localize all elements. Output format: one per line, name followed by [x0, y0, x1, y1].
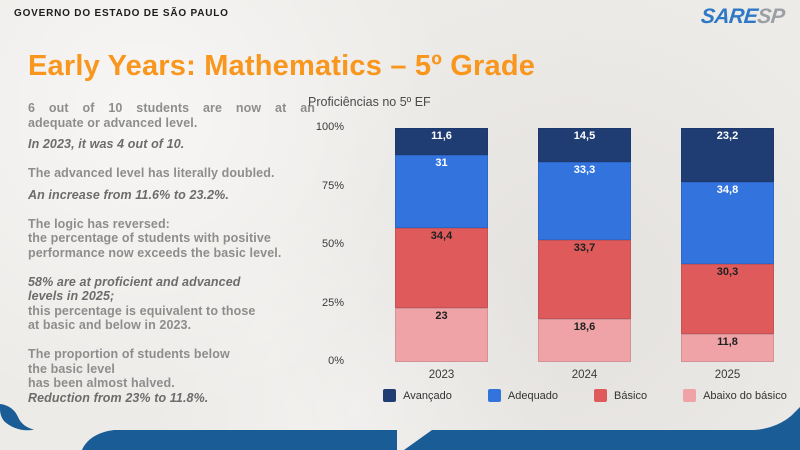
- notes-column: 6 out of 10 students are now at an adequa…: [28, 101, 315, 420]
- bar-segment: 34,4: [395, 227, 488, 309]
- segment-value-label: 33,7: [573, 241, 596, 254]
- bar-segment: 23: [395, 308, 488, 362]
- legend-label: Abaixo do básico: [703, 389, 787, 402]
- stacked-bar-2024: 14,5 33,3 33,7 18,6 2024: [538, 128, 631, 381]
- bar-segment: 11,8: [681, 334, 774, 362]
- legend-item: Abaixo do básico: [683, 389, 787, 402]
- note-line: the percentage of students with positive: [28, 231, 271, 245]
- y-tick-label: 25%: [321, 296, 344, 309]
- y-axis: 100% 75% 50% 25% 0%: [308, 121, 344, 367]
- proficiency-chart: Proficiências no 5º EF 100% 75% 50% 25% 0% 1…: [308, 95, 792, 402]
- note-block: The logic has reversed: the percentage of…: [28, 217, 315, 261]
- segment-value-label: 18,6: [573, 320, 596, 333]
- segment-value-label: 23: [435, 310, 448, 323]
- legend-swatch: [487, 389, 501, 402]
- bar-segment: 34,8: [681, 182, 774, 264]
- note-line: The proportion of students below: [28, 347, 230, 361]
- note-line: has been almost halved.: [28, 376, 175, 390]
- saresp-logo-gray-part: SP: [755, 5, 786, 28]
- legend-swatch: [594, 389, 608, 402]
- legend-label: Básico: [614, 389, 648, 402]
- saresp-logo-blue-part: SARE: [699, 5, 759, 28]
- x-axis-label: 2025: [714, 369, 741, 381]
- bar-segment: 14,5: [538, 128, 631, 162]
- bar-segment: 33,3: [538, 161, 631, 240]
- bar-segment: 31: [395, 155, 488, 228]
- note-block: The proportion of students below the basi…: [28, 347, 315, 405]
- bar-segment: 30,3: [681, 263, 774, 335]
- bar-segment: 23,2: [681, 128, 774, 183]
- legend-item: Avançado: [383, 389, 452, 402]
- note-line: at basic and below in 2023.: [28, 318, 192, 332]
- government-header: GOVERNO DO ESTADO DE SÃO PAULO: [14, 8, 229, 19]
- note-block: The advanced level has literally doubled…: [28, 166, 315, 202]
- note-line: The logic has reversed:: [28, 216, 170, 231]
- band-right-segment-shape: [404, 407, 800, 450]
- chart-plot-area: 100% 75% 50% 25% 0% 11,6 31 34,4 23 2023 14,5 33,3…: [308, 121, 792, 381]
- segment-value-label: 31: [435, 157, 448, 170]
- note-line: The advanced level has literally doubled…: [28, 166, 275, 180]
- note-block: 58% are at proficient and advanced levels…: [28, 275, 315, 333]
- chart-legend: Avançado Adequado Básico Abaixo do básico: [378, 389, 792, 402]
- segment-value-label: 14,5: [573, 130, 596, 142]
- chart-plot: 11,6 31 34,4 23 2023 14,5 33,3 33,7 18,6 2024 23,2…: [345, 128, 792, 381]
- note-line: 6 out of 10 students are now at an: [28, 101, 315, 115]
- segment-value-label: 11,6: [431, 130, 452, 142]
- segment-value-label: 34,8: [716, 184, 739, 197]
- chart-title: Proficiências no 5º EF: [308, 95, 431, 109]
- note-line: In 2023, it was 4 out of 10.: [28, 137, 185, 151]
- bar-segment: 11,6: [395, 128, 488, 156]
- saresp-logo: SARESP: [699, 5, 785, 29]
- y-tick-label: 50%: [321, 238, 344, 250]
- note-line: performance now exceeds the basic level.: [28, 245, 282, 260]
- segment-value-label: 34,4: [430, 229, 453, 242]
- y-tick-label: 0%: [328, 355, 344, 367]
- segment-value-label: 33,3: [573, 163, 596, 176]
- bottom-decoration: [0, 404, 800, 450]
- segment-value-label: 30,3: [716, 265, 739, 278]
- note-line: 58% are at proficient and advanced: [28, 274, 241, 289]
- x-axis-label: 2024: [571, 369, 598, 381]
- note-line: An increase from 11.6% to 23.2%.: [28, 187, 229, 202]
- legend-label: Avançado: [403, 389, 452, 402]
- note-line: Reduction from 23% to 11.8%.: [28, 390, 209, 405]
- band-left-wedge-shape: [0, 404, 34, 431]
- note-line: the basic level: [28, 361, 115, 376]
- x-axis-label: 2023: [428, 369, 455, 381]
- note-line: this percentage is equivalent to those: [28, 303, 256, 318]
- note-line: levels in 2025;: [28, 289, 115, 303]
- band-left-segment-shape: [82, 430, 397, 450]
- note-block: 6 out of 10 students are now at an adequa…: [28, 101, 315, 152]
- page-title: Early Years: Mathematics – 5º Grade: [28, 50, 536, 82]
- stacked-bar-2023: 11,6 31 34,4 23 2023: [395, 128, 488, 381]
- legend-swatch: [683, 389, 697, 402]
- legend-item: Adequado: [487, 389, 559, 402]
- legend-label: Adequado: [507, 389, 559, 402]
- y-tick-label: 75%: [321, 179, 344, 192]
- legend-swatch: [383, 389, 397, 402]
- y-tick-label: 100%: [315, 121, 344, 133]
- segment-value-label: 11,8: [717, 336, 738, 349]
- note-line: adequate or advanced level.: [28, 115, 198, 130]
- bar-segment: 33,7: [538, 239, 631, 319]
- legend-item: Básico: [594, 389, 647, 402]
- stacked-bar-2025: 23,2 34,8 30,3 11,8 2025: [681, 128, 774, 381]
- segment-value-label: 23,2: [716, 130, 739, 142]
- bar-segment: 18,6: [538, 318, 631, 363]
